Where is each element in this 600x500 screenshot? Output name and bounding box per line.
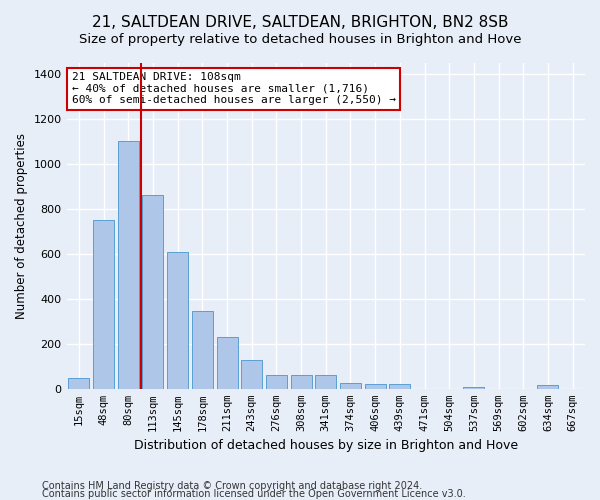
Text: 21 SALTDEAN DRIVE: 108sqm
← 40% of detached houses are smaller (1,716)
60% of se: 21 SALTDEAN DRIVE: 108sqm ← 40% of detac…	[72, 72, 396, 106]
Bar	[266, 376, 287, 389]
Bar	[241, 360, 262, 389]
Text: 21, SALTDEAN DRIVE, SALTDEAN, BRIGHTON, BN2 8SB: 21, SALTDEAN DRIVE, SALTDEAN, BRIGHTON, …	[92, 15, 508, 30]
Bar	[68, 378, 89, 389]
Bar	[340, 382, 361, 389]
Y-axis label: Number of detached properties: Number of detached properties	[15, 132, 28, 318]
X-axis label: Distribution of detached houses by size in Brighton and Hove: Distribution of detached houses by size …	[134, 440, 518, 452]
Bar	[538, 386, 559, 389]
Bar	[93, 220, 114, 389]
Bar	[315, 375, 336, 389]
Bar	[389, 384, 410, 389]
Bar	[290, 375, 311, 389]
Text: Contains public sector information licensed under the Open Government Licence v3: Contains public sector information licen…	[42, 489, 466, 499]
Bar	[463, 386, 484, 389]
Bar	[192, 311, 213, 389]
Bar	[167, 252, 188, 389]
Bar	[118, 142, 139, 389]
Bar	[217, 338, 238, 389]
Bar	[142, 196, 163, 389]
Text: Size of property relative to detached houses in Brighton and Hove: Size of property relative to detached ho…	[79, 32, 521, 46]
Text: Contains HM Land Registry data © Crown copyright and database right 2024.: Contains HM Land Registry data © Crown c…	[42, 481, 422, 491]
Bar	[365, 384, 386, 389]
